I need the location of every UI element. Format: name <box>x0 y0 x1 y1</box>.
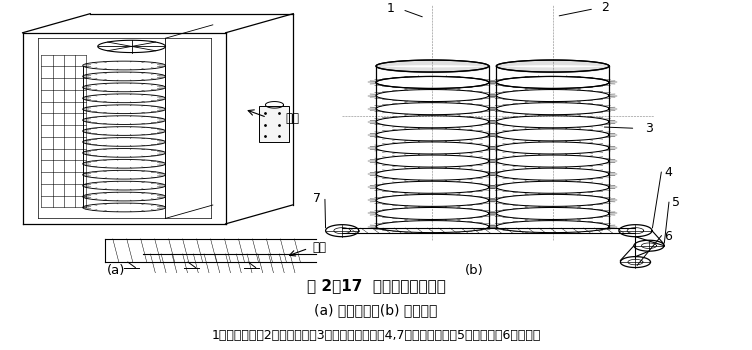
FancyBboxPatch shape <box>259 106 289 142</box>
Text: 7: 7 <box>314 192 321 205</box>
Text: 6: 6 <box>664 230 672 243</box>
Text: 4: 4 <box>664 166 672 179</box>
Text: (b): (b) <box>465 264 483 277</box>
Text: 出料: 出料 <box>286 112 300 125</box>
Text: 3: 3 <box>645 122 653 135</box>
Text: (a) 单转筒式；(b) 双转筒式: (a) 单转筒式；(b) 双转筒式 <box>314 303 438 317</box>
Text: 图 2－17  螺旋带式冻结装置: 图 2－17 螺旋带式冻结装置 <box>307 278 445 293</box>
Text: 1－上升转筒；2－下降转筒；3－不锈锂传送带；4,7－进出料链轮；5－固定轮；6－张紧轮: 1－上升转筒；2－下降转筒；3－不锈锂传送带；4,7－进出料链轮；5－固定轮；6… <box>211 329 541 342</box>
Text: 进料: 进料 <box>312 240 326 253</box>
Text: 1: 1 <box>387 2 395 15</box>
Text: 5: 5 <box>672 196 680 209</box>
Text: (a): (a) <box>108 264 126 277</box>
Text: 2: 2 <box>602 1 609 14</box>
